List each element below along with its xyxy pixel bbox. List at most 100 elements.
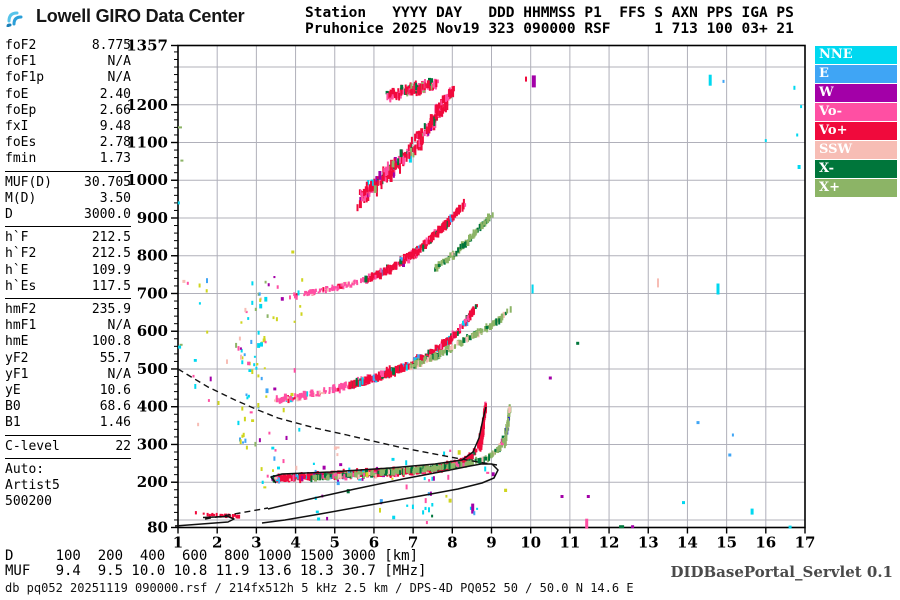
svg-text:3: 3 bbox=[251, 534, 261, 552]
param-label: h`E bbox=[5, 262, 29, 278]
station-header-block: Station YYYY DAY DDD HHMMSS P1 FFS S AXN… bbox=[305, 5, 794, 37]
param-row: M(D) 3.50 bbox=[5, 191, 131, 207]
auto-info-line: Auto: bbox=[5, 461, 45, 477]
sidebar-divider bbox=[5, 298, 131, 300]
param-row: foEs 2.78 bbox=[5, 135, 131, 151]
param-value: 9.48 bbox=[99, 119, 131, 135]
param-label: foE bbox=[5, 86, 29, 102]
param-label: hmF2 bbox=[5, 302, 37, 318]
svg-text:800: 800 bbox=[137, 247, 168, 265]
svg-text:13: 13 bbox=[638, 534, 659, 552]
param-label: MUF(D) bbox=[5, 174, 52, 190]
svg-text:400: 400 bbox=[137, 398, 168, 416]
param-label: fxI bbox=[5, 119, 29, 135]
param-row: yF2 55.7 bbox=[5, 351, 131, 367]
param-label: foEs bbox=[5, 135, 37, 151]
param-row: foE 2.40 bbox=[5, 87, 131, 103]
direction-legend: NNE E W Vo- Vo+ SSW X- X+ bbox=[815, 46, 897, 198]
legend-item-w: W bbox=[815, 84, 897, 102]
svg-text:6: 6 bbox=[369, 534, 379, 552]
param-label: h`F bbox=[5, 230, 29, 246]
station-header-row: Station YYYY DAY DDD HHMMSS P1 FFS S AXN… bbox=[305, 5, 794, 21]
param-label: C-level bbox=[5, 438, 60, 454]
param-row: fxI 9.48 bbox=[5, 119, 131, 135]
param-value: 1.73 bbox=[99, 151, 131, 167]
param-value: 117.5 bbox=[91, 278, 131, 294]
param-label: M(D) bbox=[5, 190, 37, 206]
param-value: N/A bbox=[107, 54, 131, 70]
param-row: hmF1 N/A bbox=[5, 318, 131, 334]
svg-text:7: 7 bbox=[408, 534, 418, 552]
param-row: foEp 2.66 bbox=[5, 103, 131, 119]
param-value: 1.46 bbox=[99, 415, 131, 431]
param-label: h`F2 bbox=[5, 246, 37, 262]
param-label: yF1 bbox=[5, 366, 29, 382]
muf-row: MUF 9.4 9.5 10.0 10.8 11.9 13.6 18.3 30.… bbox=[5, 562, 427, 579]
param-value: 10.6 bbox=[99, 383, 131, 399]
svg-text:1: 1 bbox=[173, 534, 183, 552]
param-label: hmE bbox=[5, 334, 29, 350]
param-label: B0 bbox=[5, 399, 21, 415]
svg-text:1357: 1357 bbox=[126, 37, 168, 55]
svg-text:17: 17 bbox=[795, 534, 816, 552]
param-value: 3.50 bbox=[99, 190, 131, 206]
param-row: hmF2 235.9 bbox=[5, 302, 131, 318]
param-value: 30.705 bbox=[84, 174, 131, 190]
param-value: 3000.0 bbox=[84, 207, 131, 223]
svg-text:4: 4 bbox=[290, 534, 300, 552]
param-label: foF1p bbox=[5, 70, 45, 86]
param-value: 55.7 bbox=[99, 350, 131, 366]
param-label: fmin bbox=[5, 151, 37, 167]
parameter-sidebar: foF2 8.775 foF1 N/A foF1p N/A foE 2.40 foEp 2.66 f… bbox=[5, 38, 131, 510]
param-value: 235.9 bbox=[91, 302, 131, 318]
svg-text:2: 2 bbox=[212, 534, 222, 552]
auto-info-line: 500200 bbox=[5, 494, 52, 510]
param-label: yE bbox=[5, 383, 21, 399]
echo-dots bbox=[192, 77, 512, 525]
param-value: 212.5 bbox=[91, 230, 131, 246]
servlet-version-label: DIDBasePortal_Servlet 0.1 bbox=[670, 563, 893, 581]
param-row: h`Es 117.5 bbox=[5, 279, 131, 295]
param-value: 212.5 bbox=[91, 246, 131, 262]
svg-text:200: 200 bbox=[137, 473, 168, 491]
svg-text:16: 16 bbox=[755, 534, 776, 552]
svg-text:300: 300 bbox=[137, 435, 168, 453]
svg-text:9: 9 bbox=[486, 534, 496, 552]
param-value: 68.6 bbox=[99, 399, 131, 415]
param-label: foEp bbox=[5, 102, 37, 118]
param-row: D 3000.0 bbox=[5, 207, 131, 223]
param-row: foF2 8.775 bbox=[5, 38, 131, 54]
param-row: yE 10.6 bbox=[5, 383, 131, 399]
svg-text:1000: 1000 bbox=[126, 171, 168, 189]
param-label: yF2 bbox=[5, 350, 29, 366]
legend-item-e: E bbox=[815, 65, 897, 83]
legend-item-x: X- bbox=[815, 160, 897, 178]
svg-text:10: 10 bbox=[520, 534, 541, 552]
param-row: B1 1.46 bbox=[5, 415, 131, 431]
param-label: D bbox=[5, 207, 13, 223]
svg-text:14: 14 bbox=[677, 534, 698, 552]
svg-text:1100: 1100 bbox=[126, 134, 168, 152]
d-row: D 100 200 400 600 800 1000 1500 3000 [km… bbox=[5, 548, 419, 564]
logo-text: Lowell GIRO Data Center bbox=[36, 5, 245, 26]
db-record-line: db pq052 20251119 090000.rsf / 214fx512h… bbox=[5, 581, 634, 595]
svg-text:80: 80 bbox=[147, 519, 168, 537]
param-label: h`Es bbox=[5, 278, 37, 294]
svg-text:11: 11 bbox=[559, 534, 580, 552]
sidebar-divider bbox=[5, 434, 131, 436]
param-value: 2.66 bbox=[99, 102, 131, 118]
param-label: B1 bbox=[5, 415, 21, 431]
param-row: foF1 N/A bbox=[5, 54, 131, 70]
param-row: h`E 109.9 bbox=[5, 263, 131, 279]
param-row: B0 68.6 bbox=[5, 399, 131, 415]
param-row: hmE 100.8 bbox=[5, 334, 131, 350]
legend-item-vo: Vo- bbox=[815, 103, 897, 121]
param-row: yF1 N/A bbox=[5, 367, 131, 383]
svg-text:8: 8 bbox=[447, 534, 457, 552]
param-value: N/A bbox=[107, 70, 131, 86]
legend-item-vo: Vo+ bbox=[815, 122, 897, 140]
muf-transmission-curve bbox=[177, 368, 498, 520]
svg-text:15: 15 bbox=[716, 534, 737, 552]
